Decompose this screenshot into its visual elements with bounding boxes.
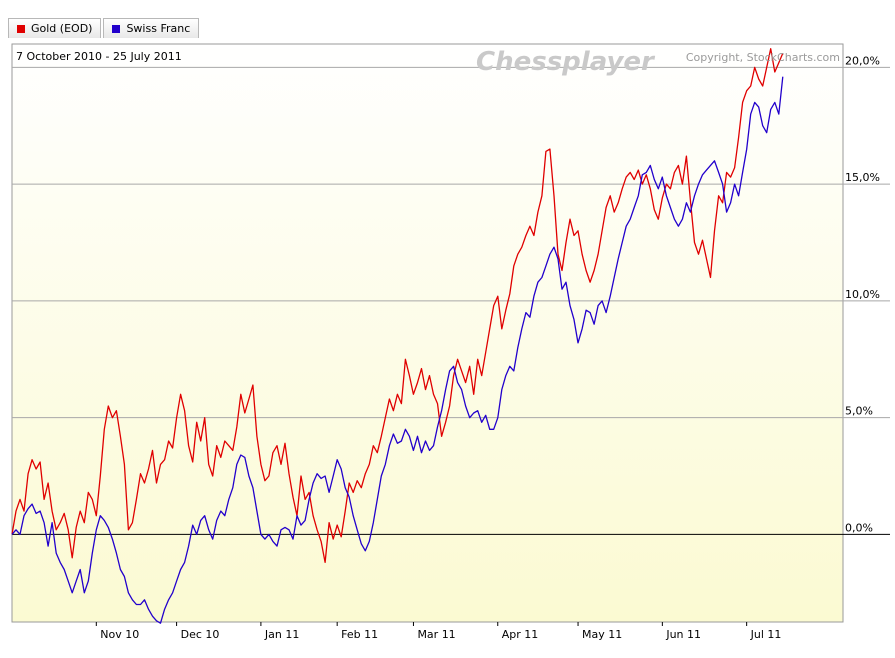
legend-item-swiss-franc[interactable]: Swiss Franc — [103, 18, 200, 38]
y-tick-label: 5,0% — [845, 405, 873, 418]
date-range: 7 October 2010 - 25 July 2011 — [16, 50, 182, 63]
legend-tabs: Gold (EOD) Swiss Franc — [8, 18, 201, 38]
legend-label-gold: Gold (EOD) — [31, 22, 93, 35]
legend-item-gold[interactable]: Gold (EOD) — [8, 18, 102, 38]
y-tick-label: 15,0% — [845, 171, 880, 184]
x-tick-label: Jul 11 — [750, 628, 782, 641]
y-tick-label: 0,0% — [845, 521, 873, 534]
x-tick-label: Apr 11 — [502, 628, 539, 641]
swiss-franc-swatch-icon — [112, 24, 121, 33]
x-tick-label: Dec 10 — [181, 628, 220, 641]
y-tick-label: 10,0% — [845, 288, 880, 301]
watermark-logo: Chessplayer — [476, 47, 656, 77]
x-tick-label: May 11 — [582, 628, 622, 641]
plot-background — [11, 43, 844, 623]
series-line-swiss-franc — [11, 76, 784, 624]
y-tick-label: 20,0% — [845, 54, 880, 67]
x-tick-label: Jan 11 — [264, 628, 299, 641]
x-tick-label: Jun 11 — [665, 628, 701, 641]
x-tick-label: Feb 11 — [341, 628, 378, 641]
series-line-gold — [11, 48, 784, 564]
gold-swatch-icon — [17, 24, 25, 33]
x-tick-label: Mar 11 — [417, 628, 455, 641]
legend-label-swiss-franc: Swiss Franc — [126, 22, 191, 35]
x-tick-label: Nov 10 — [100, 628, 139, 641]
copyright-text: Copyright, StockCharts.com — [686, 51, 840, 64]
